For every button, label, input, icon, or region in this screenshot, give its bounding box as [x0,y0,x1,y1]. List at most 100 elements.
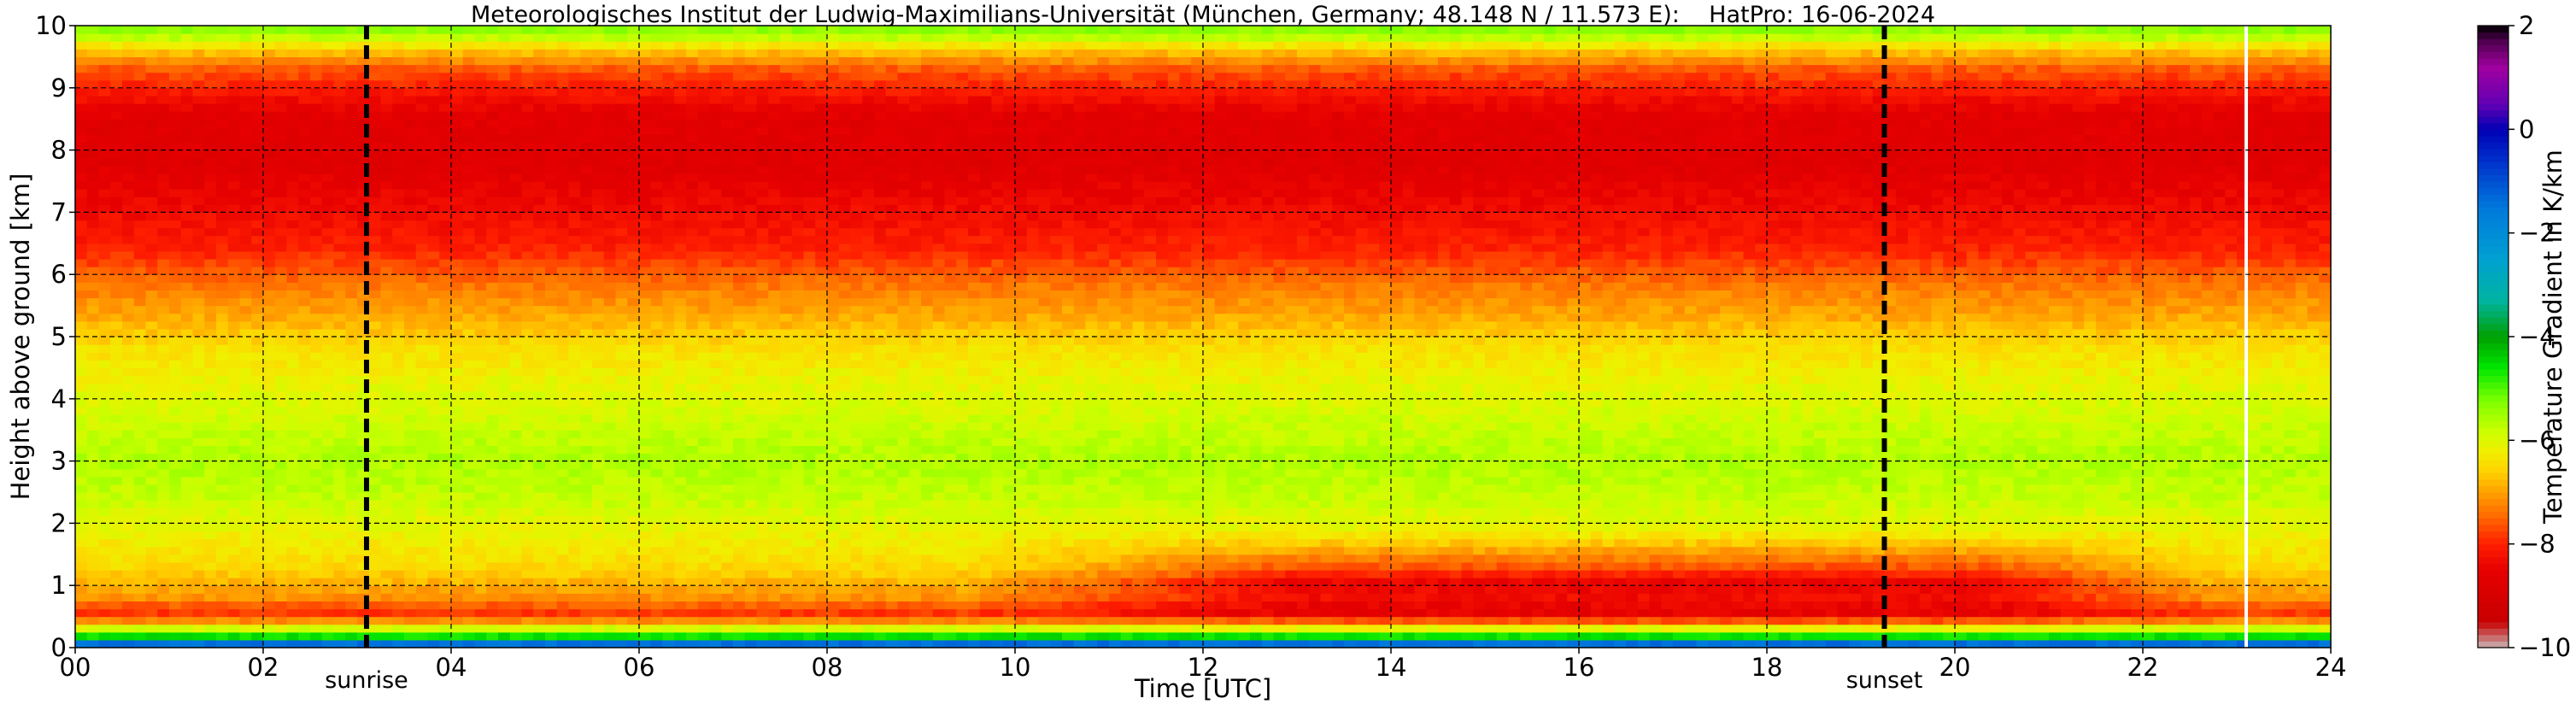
heatmap-cell [521,538,534,548]
heatmap-cell [486,320,499,330]
heatmap-cell [486,492,499,501]
heatmap-cell [768,297,781,307]
heatmap-cell [392,220,405,229]
heatmap-cell [556,593,570,601]
heatmap-cell [545,601,558,610]
heatmap-cell [439,624,452,633]
heatmap-cell [75,578,88,586]
heatmap-cell [392,165,405,174]
heatmap-cell [603,624,617,633]
heatmap-cell [756,492,769,501]
heatmap-cell [686,197,699,205]
heatmap-cell [310,181,323,190]
heatmap-cell [756,157,769,167]
heatmap-cell [204,72,217,81]
heatmap-cell [733,601,746,610]
heatmap-cell [180,367,194,377]
heatmap-cell [768,484,781,493]
heatmap-cell [122,492,135,501]
heatmap-cell [133,546,147,555]
heatmap-cell [733,119,746,127]
heatmap-cell [533,430,546,438]
heatmap-cell [368,150,382,159]
heatmap-cell [768,313,781,322]
heatmap-cell [157,476,170,485]
heatmap-cell [357,79,370,89]
heatmap-cell [451,538,464,548]
heatmap-cell [780,181,793,190]
heatmap-cell [627,476,640,485]
heatmap-cell [521,72,534,81]
heatmap-cell [697,507,711,516]
heatmap-cell [180,49,194,57]
heatmap-cell [674,235,687,244]
heatmap-cell [180,585,194,594]
heatmap-cell [227,26,241,34]
heatmap-cell [75,375,88,384]
heatmap-cell [768,173,781,182]
heatmap-cell [357,554,370,563]
heatmap-cell [545,305,558,314]
heatmap-cell [521,531,534,540]
heatmap-cell [615,570,628,578]
heatmap-cell [427,49,440,57]
heatmap-cell [204,461,217,470]
heatmap-cell [263,422,276,431]
heatmap-cell [415,227,429,237]
heatmap-cell [568,430,581,438]
heatmap-cell [615,375,628,384]
heatmap-cell [709,150,722,159]
heatmap-cell [415,437,429,446]
heatmap-cell [227,639,241,648]
heatmap-cell [110,538,123,548]
heatmap-cell [298,212,311,221]
heatmap-cell [145,453,158,462]
heatmap-cell [239,181,252,190]
heatmap-cell [791,157,805,167]
heatmap-cell [427,72,440,81]
heatmap-cell [204,453,217,462]
heatmap-cell [462,476,476,485]
heatmap-cell [263,313,276,322]
heatmap-cell [263,87,276,97]
heatmap-cell [392,41,405,50]
heatmap-cell [145,406,158,415]
heatmap-cell [521,453,534,462]
heatmap-cell [674,430,687,438]
heatmap-cell [639,390,652,400]
heatmap-cell [627,337,640,345]
heatmap-cell [533,453,546,462]
heatmap-cell [615,126,628,135]
heatmap-cell [368,445,382,455]
heatmap-cell [357,64,370,73]
heatmap-cell [368,49,382,57]
heatmap-cell [427,570,440,578]
heatmap-cell [556,282,570,290]
heatmap-cell [451,41,464,50]
heatmap-cell [650,461,664,470]
heatmap-cell [310,235,323,244]
heatmap-cell [662,119,675,127]
heatmap-cell [674,290,687,299]
heatmap-cell [509,111,523,120]
heatmap-cell [251,500,264,508]
heatmap-cell [321,507,335,516]
heatmap-cell [392,111,405,120]
heatmap-cell [439,103,452,112]
heatmap-cell [451,561,464,571]
heatmap-cell [86,468,100,478]
heatmap-cell [415,119,429,127]
heatmap-cell [674,297,687,307]
heatmap-cell [415,422,429,431]
heatmap-cell [392,305,405,314]
heatmap-cell [580,79,593,89]
heatmap-cell [321,390,335,400]
heatmap-cell [310,126,323,135]
heatmap-cell [709,375,722,384]
heatmap-cell [615,72,628,81]
heatmap-cell [274,305,288,314]
heatmap-cell [145,616,158,625]
heatmap-cell [439,111,452,120]
heatmap-cell [474,538,487,548]
heatmap-cell [110,56,123,66]
